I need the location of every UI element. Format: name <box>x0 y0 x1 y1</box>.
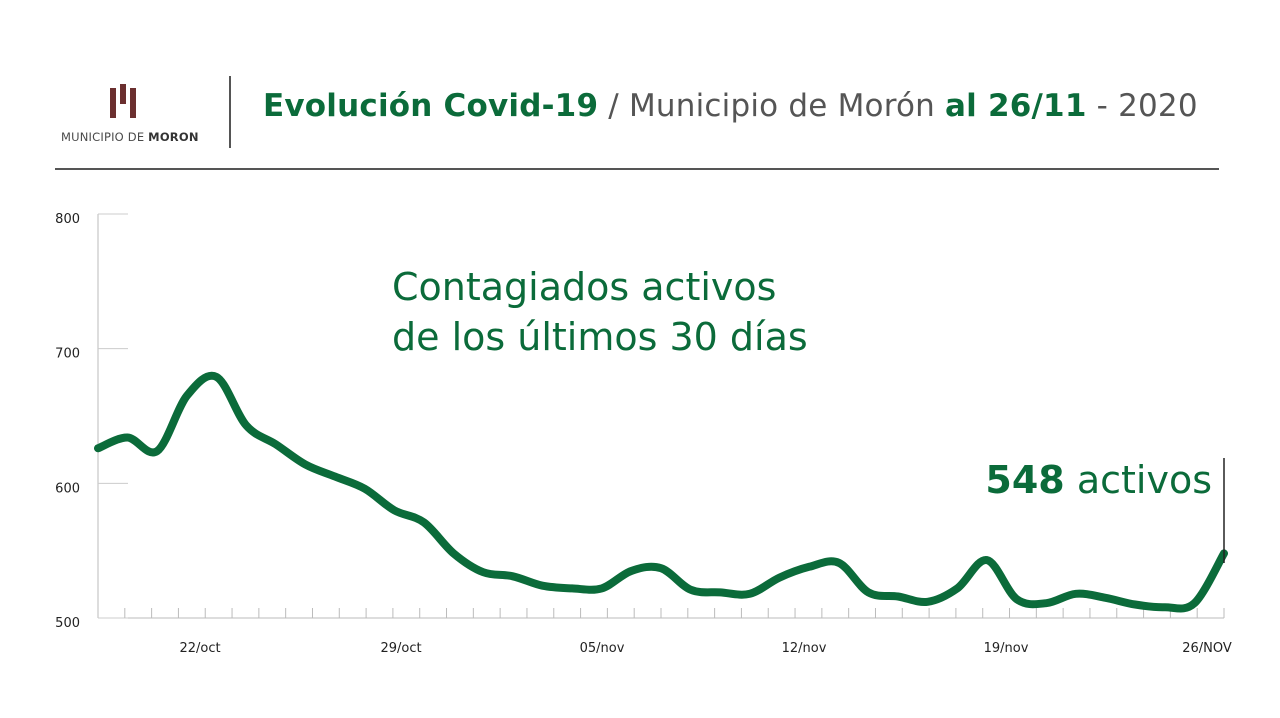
x-tick-label: 22/oct <box>179 641 220 656</box>
x-tick-label: 12/nov <box>782 641 827 656</box>
header-rule <box>55 168 1219 170</box>
logo-text-bold: MORON <box>148 130 199 144</box>
chart-title-line2: de los últimos 30 días <box>392 315 808 359</box>
y-tick-label: 500 <box>55 616 80 631</box>
chart-title: Contagiados activos de los últimos 30 dí… <box>392 262 808 362</box>
annotation-value: 548 <box>985 458 1065 502</box>
header-divider <box>229 76 231 148</box>
y-tick-label: 700 <box>55 347 80 362</box>
x-tick-label: 26/NOV <box>1182 641 1232 656</box>
y-tick-label: 600 <box>55 481 80 496</box>
title-part3: al 26/11 <box>945 88 1087 124</box>
y-tick-label: 800 <box>55 212 80 227</box>
y-tick-labels: 500 600 700 800 <box>55 212 80 631</box>
x-tick-label: 19/nov <box>984 641 1029 656</box>
moron-logo-icon <box>110 84 136 118</box>
municipio-logo: MUNICIPIO DE MORON <box>55 82 205 152</box>
annotation-text: activos <box>1064 458 1212 502</box>
x-tick-label: 29/oct <box>380 641 421 656</box>
chart-axes <box>97 213 1225 619</box>
title-part4: - 2020 <box>1086 88 1198 124</box>
series-line-contagiados <box>94 371 1228 613</box>
logo-text-regular: MUNICIPIO DE <box>61 130 149 144</box>
logo-text: MUNICIPIO DE MORON <box>61 130 199 144</box>
chart-title-line1: Contagiados activos <box>392 265 777 309</box>
current-value-annotation: 548 activos <box>985 458 1212 502</box>
page-title: Evolución Covid-19 / Municipio de Morón … <box>263 88 1198 124</box>
title-part1: Evolución Covid-19 <box>263 88 599 124</box>
x-tick-labels: 22/oct 29/oct 05/nov 12/nov 19/nov 26/NOV <box>179 641 1231 656</box>
title-part2: / Municipio de Morón <box>598 88 946 124</box>
header: MUNICIPIO DE MORON Evolución Covid-19 / … <box>55 72 1220 168</box>
x-tick-label: 05/nov <box>580 641 625 656</box>
